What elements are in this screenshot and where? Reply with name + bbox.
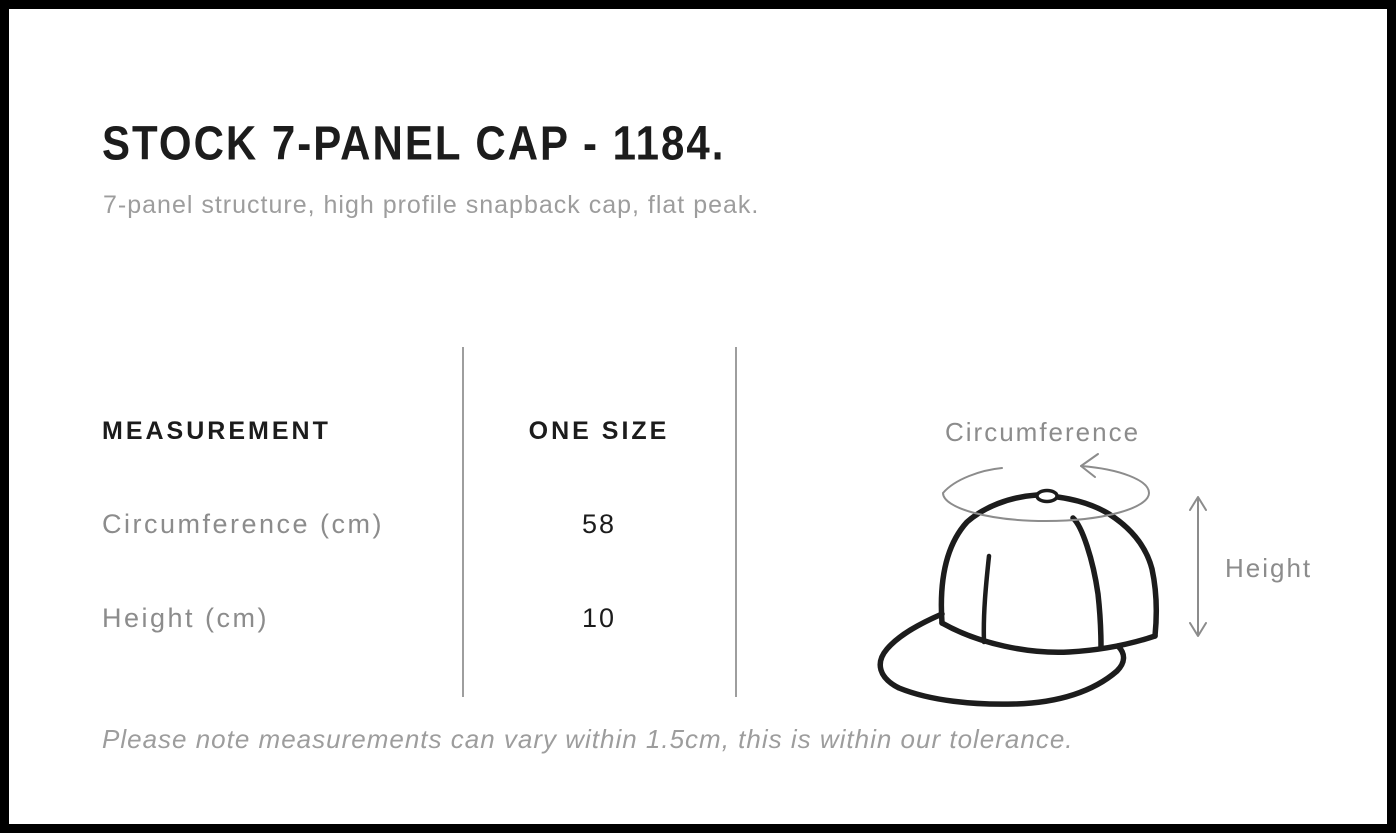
product-subtitle: 7-panel structure, high profile snapback…: [103, 191, 760, 219]
table-header-row: MEASUREMENT ONE SIZE: [102, 417, 736, 451]
row-value-circumference: 58: [581, 509, 617, 539]
cap-illustration-icon: [877, 453, 1207, 707]
table-row: Circumference (cm) 58: [102, 509, 736, 543]
column-header-one-size: ONE SIZE: [528, 417, 670, 445]
table-divider-left: [462, 347, 464, 697]
circumference-label: Circumference: [945, 417, 1141, 447]
row-value-height: 10: [581, 603, 617, 633]
row-label-circumference: Circumference (cm): [102, 509, 385, 539]
height-label: Height: [1225, 553, 1313, 583]
column-header-measurement: MEASUREMENT: [102, 417, 331, 445]
cap-drawing: [877, 492, 1159, 707]
row-label-height: Height (cm): [102, 603, 270, 633]
page-title: STOCK 7-PANEL CAP - 1184.: [102, 115, 726, 170]
table-row: Height (cm) 10: [102, 603, 736, 637]
cap-button: [1035, 488, 1059, 504]
height-double-arrow-icon: [1189, 496, 1207, 637]
size-table: MEASUREMENT ONE SIZE Circumference (cm) …: [102, 347, 737, 697]
circumference-rotation-arrow-icon: [942, 453, 1150, 522]
table-divider-right: [735, 347, 737, 697]
tolerance-note: Please note measurements can vary within…: [102, 724, 1074, 754]
